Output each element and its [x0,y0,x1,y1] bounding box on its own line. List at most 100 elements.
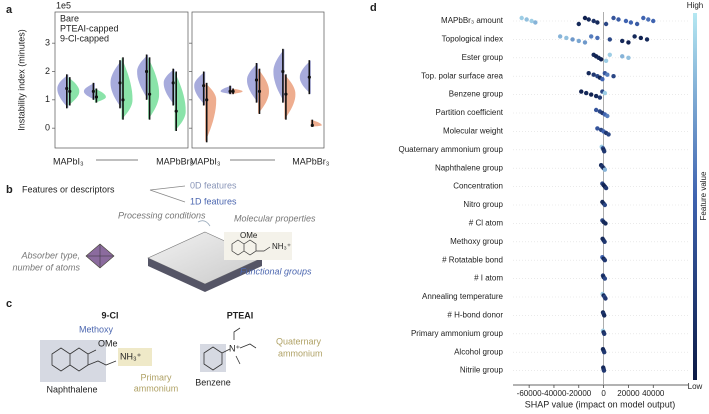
panel-label: c [6,298,12,310]
benzene-structure [203,327,257,371]
molecular-label: Molecular properties [234,213,316,223]
colorbar-low: Low [688,382,703,391]
feature-label: Nitro group [463,200,503,209]
feature-label: Benzene group [449,90,504,99]
shap-point [576,21,581,27]
shap-point [582,15,588,21]
arrow [197,220,211,227]
feature-label: # I atom [474,274,503,283]
shap-point [591,18,596,24]
benzene-label: Benzene [195,377,231,387]
x-tick-label: -60000 [517,389,542,398]
ome-label: OMe [98,338,118,348]
violin-half [110,60,122,109]
median-dot [205,98,209,102]
plot-frame [191,11,325,149]
median-dot [174,109,178,113]
shap-point [597,95,603,100]
x-tick-label: 0 [601,389,606,398]
primary-label: Primary [141,372,172,382]
shap-point [603,58,609,63]
x-tick-label: 20000 [617,389,640,398]
feature-kind: 1D features [190,196,237,206]
molecule-label: OMe [240,231,258,240]
median-dot [228,89,232,93]
shap-point [586,71,591,76]
features-title: Features or descriptors [22,184,115,194]
shap-point [632,34,637,39]
shap-point [582,40,588,45]
quaternary-label: Quaternary [276,336,322,346]
primary-label: ammonium [134,383,179,393]
shap-point [586,17,591,22]
feature-kind: 0D features [190,180,237,190]
x-tick-label: 40000 [642,389,665,398]
colorbar [693,13,697,380]
shap-point [600,77,605,82]
y-axis-label: Instability index (minutes) [16,29,26,131]
violin-half [68,77,80,106]
slab-side [148,258,262,292]
median-dot [145,69,149,74]
x-tick-label: -20000 [566,389,591,398]
violin-half [163,68,175,106]
x-tick-label: MAPbBr₃ [292,156,330,166]
shap-point [564,35,569,41]
shap-point [595,35,600,41]
shap-point [620,54,625,59]
shap-point [591,72,596,77]
plot-frame [54,11,189,149]
shap-point [626,40,631,45]
x-tick-label: MAPbBr₃ [156,156,194,166]
shap-point [524,17,529,22]
feature-label: # Rotatable bond [442,255,503,264]
median-dot [202,84,206,88]
legend-entry: 9-Cl-capped [60,33,109,43]
violin-half [299,60,311,95]
median-dot [171,81,175,85]
shap-point [644,37,650,42]
median-dot [231,89,235,93]
absorber-label: number of atoms [12,262,80,272]
median-dot [307,75,311,79]
methoxy-label: Methoxy [79,324,114,334]
shap-point [641,15,646,21]
colorbar-high: High [687,1,703,10]
legend-entry: PTEAI-capped [60,23,119,33]
median-dot [284,92,288,96]
shap-point [519,15,524,21]
feature-label: Alcohol group [454,347,503,356]
shap-point [529,18,534,24]
y-tick-label: 1 [45,94,50,104]
shap-point [579,89,584,94]
shap-point [576,38,581,44]
median-dot [281,69,285,74]
feature-label: Ester group [462,53,504,62]
shap-point [602,90,608,96]
x-tick-label: MAPbI₃ [190,156,221,166]
molecule-icon [224,232,292,260]
feature-label: Methoxy group [450,237,503,246]
violin-half [57,74,69,109]
violin-half [231,88,243,95]
shap-point [595,20,600,25]
feature-label: Molecular weight [443,127,504,136]
shap-point [607,52,613,57]
panel-label: b [6,184,13,196]
shap-point [626,55,631,60]
feature-label: Quaternary ammonium group [399,145,504,154]
shap-point [603,185,609,191]
feature-label: Nitrile group [460,366,504,375]
median-dot [91,89,95,93]
shap-point [634,21,640,27]
median-dot [121,98,125,102]
shap-point [602,313,607,318]
median-dot [254,78,259,82]
shap-point [616,17,621,22]
shap-point [646,17,651,22]
functional-label: Functional groups [240,266,312,276]
violin-half [205,82,217,143]
naphthalene-label: Naphthalene [46,384,97,394]
shap-point [557,34,563,39]
shap-point [607,37,613,42]
